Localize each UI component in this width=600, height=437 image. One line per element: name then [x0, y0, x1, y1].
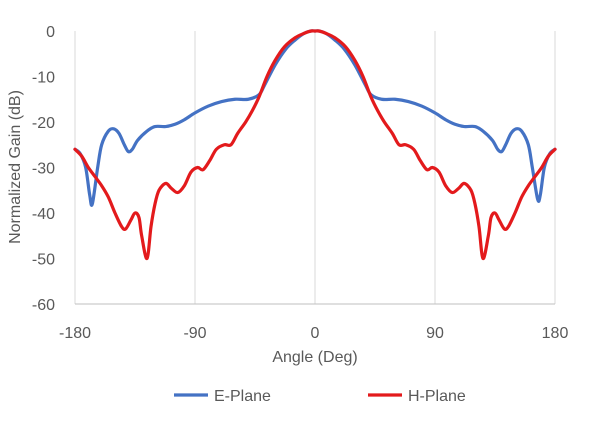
legend-item-h-plane: H-Plane — [368, 388, 466, 405]
x-axis-title: Angle (Deg) — [272, 349, 357, 366]
y-tick-label-5: -50 — [32, 252, 55, 269]
legend-label-h-plane: H-Plane — [408, 388, 466, 405]
legend-item-e-plane: E-Plane — [174, 388, 271, 405]
x-tick-label-1: -90 — [183, 325, 206, 342]
grid-lines — [74, 31, 556, 305]
x-tick-label-0: -180 — [59, 325, 91, 342]
legend-label-e-plane: E-Plane — [214, 388, 271, 405]
y-tick-label-4: -40 — [32, 206, 55, 223]
x-tick-label-4: 180 — [542, 325, 569, 342]
y-tick-label-3: -30 — [32, 161, 55, 178]
y-tick-label-2: -20 — [32, 115, 55, 132]
series-lines — [73, 29, 557, 261]
y-tick-label-6: -60 — [32, 297, 55, 314]
x-tick-label-2: 0 — [311, 325, 320, 342]
y-axis-title: Normalized Gain (dB) — [7, 90, 24, 244]
y-tick-label-0: 0 — [46, 24, 55, 41]
legend: E-Plane H-Plane — [174, 388, 466, 405]
y-tick-label-1: -10 — [32, 70, 55, 87]
x-tick-label-3: 90 — [426, 325, 444, 342]
series-line-h-plane — [73, 29, 557, 261]
tick-labels: -180 -90 0 90 180 0 -10 -20 -30 -40 -50 -60 — [32, 24, 569, 342]
